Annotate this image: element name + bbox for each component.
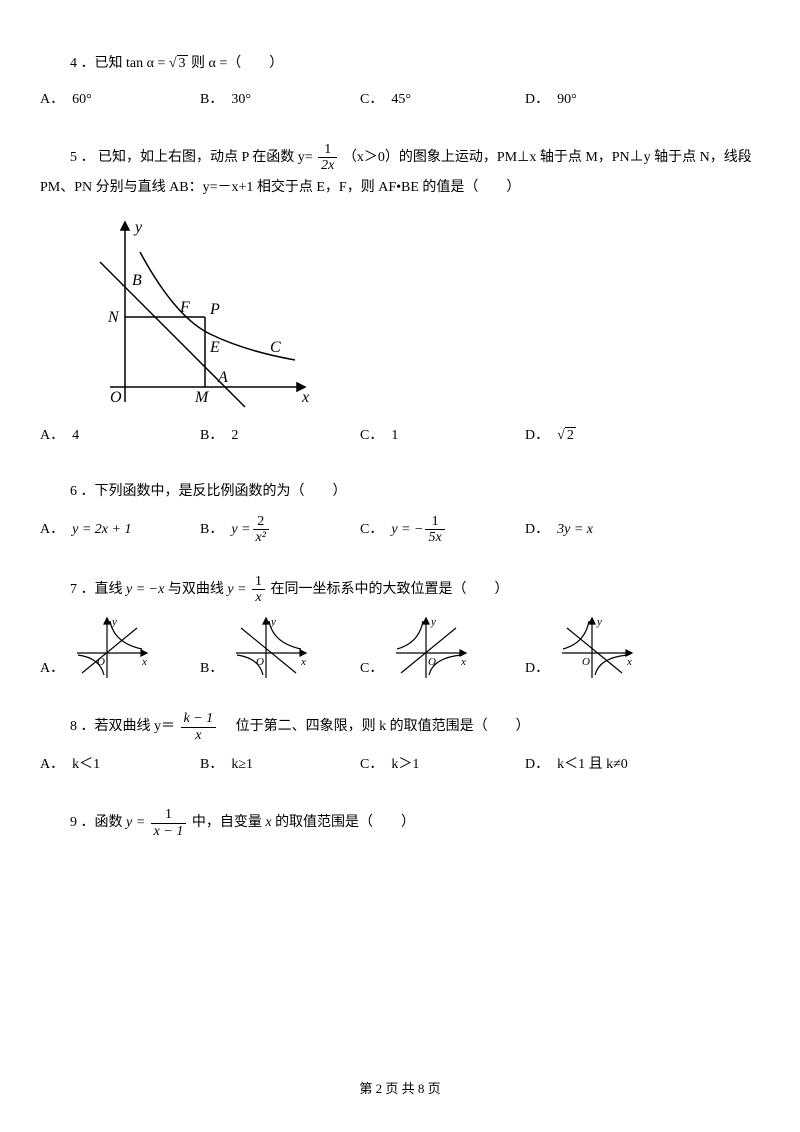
svg-text:O: O (256, 656, 264, 668)
lbl-O: O (110, 389, 122, 406)
q5-opt-d: D．2 (525, 422, 675, 450)
q5-opt-a: A．4 (40, 422, 200, 450)
lbl-N: N (107, 309, 120, 326)
q7-svg-c: y x O (391, 613, 471, 683)
q5-stem: 5 ． 已知，如上右图，动点 P 在函数 y= 12x （x＞0）的图象上运动，… (40, 142, 760, 174)
svg-text:x: x (300, 656, 306, 668)
q7-options: A． yxO B． (40, 613, 760, 683)
q4-opt-b: B．30° (200, 86, 360, 114)
svg-text:x: x (460, 656, 466, 668)
lbl-A: A (217, 369, 228, 386)
lbl-P: P (209, 301, 220, 318)
q8-opt-a: A．k＜1 (40, 751, 200, 779)
lbl-x: x (301, 389, 309, 406)
lbl-B: B (132, 272, 142, 289)
question-7: 7 ．直线 y = −x 与双曲线 y = 1x 在同一坐标系中的大致位置是（ … (40, 574, 760, 684)
q4-prefix: 4 ．已知 (70, 56, 123, 71)
lbl-E: E (209, 339, 220, 356)
lbl-M: M (194, 389, 210, 406)
q9-stem: 9 ．函数 y = 1x − 1 中，自变量 x 的取值范围是（ ） (40, 807, 760, 839)
svg-text:x: x (141, 656, 147, 668)
q7-opt-a: A． yxO (40, 613, 200, 683)
q5-opt-c: C．1 (360, 422, 525, 450)
q4-expr: tan α = 3 (126, 56, 188, 71)
q7-opt-d: D． yxO (525, 613, 675, 683)
q4-opt-a: A．60° (40, 86, 200, 114)
q8-opt-d: D．k＜1 且 k≠0 (525, 751, 675, 779)
q5-opt-b: B．2 (200, 422, 360, 450)
svg-text:y: y (270, 616, 276, 628)
svg-text:y: y (111, 616, 117, 628)
question-5: 5 ． 已知，如上右图，动点 P 在函数 y= 12x （x＞0）的图象上运动，… (40, 142, 760, 450)
svg-text:y: y (596, 616, 602, 628)
lbl-y: y (133, 219, 143, 236)
q5-line2: PM、PN 分别与直线 AB：y=－x+1 相交于点 E，F，则 AF•BE 的… (40, 174, 760, 202)
q4-stem: 4 ．已知 tan α = 3 则 α =（ ） (40, 50, 760, 78)
page-footer: 第 2 页 共 8 页 (0, 1078, 800, 1097)
svg-text:O: O (582, 656, 590, 668)
q8-opt-c: C．k＞1 (360, 751, 525, 779)
q8-opt-b: B．k≥1 (200, 751, 360, 779)
q6-opt-a: A．y = 2x + 1 (40, 514, 200, 546)
q6-opt-c: C．y = − 15x (360, 514, 525, 546)
q5-frac: 12x (318, 142, 337, 174)
q7-svg-b: y x O (231, 613, 311, 683)
q4-suffix: 则 α =（ ） (191, 56, 283, 71)
q6-opt-d: D．3y = x (525, 514, 675, 546)
svg-text:x: x (626, 656, 632, 668)
q7-stem: 7 ．直线 y = −x 与双曲线 y = 1x 在同一坐标系中的大致位置是（ … (40, 574, 760, 606)
q4-options: A．60° B．30° C．45° D．90° (40, 86, 760, 114)
lbl-C: C (270, 339, 281, 356)
q7-svg-a: y x O (72, 613, 152, 683)
q5-diagram: y x O B N F P E A M C (80, 212, 760, 412)
q4-opt-c: C．45° (360, 86, 525, 114)
q7-svg-d: y x O (557, 613, 637, 683)
q6-stem: 6 ．下列函数中，是反比例函数的为（ ） (40, 478, 760, 506)
q4-opt-d: D．90° (525, 86, 675, 114)
svg-text:O: O (428, 656, 436, 668)
q5-mid: （x＞0）的图象上运动，PM⊥x 轴于点 M，PN⊥y 轴于点 N，线段 (343, 150, 752, 165)
q5-options: A．4 B．2 C．1 D．2 (40, 422, 760, 450)
q5-svg: y x O B N F P E A M C (80, 212, 315, 412)
q6-opt-b: B．y = 2x² (200, 514, 360, 546)
svg-text:y: y (430, 616, 436, 628)
question-6: 6 ．下列函数中，是反比例函数的为（ ） A．y = 2x + 1 B．y = … (40, 478, 760, 546)
question-4: 4 ．已知 tan α = 3 则 α =（ ） A．60° B．30° C．4… (40, 50, 760, 114)
svg-text:O: O (97, 656, 105, 668)
lbl-F: F (179, 299, 190, 316)
q7-opt-c: C． yxO (360, 613, 525, 683)
question-8: 8 ．若双曲线 y＝ k − 1x 位于第二、四象限，则 k 的取值范围是（ ）… (40, 711, 760, 779)
question-9: 9 ．函数 y = 1x − 1 中，自变量 x 的取值范围是（ ） (40, 807, 760, 839)
page-body: 4 ．已知 tan α = 3 则 α =（ ） A．60° B．30° C．4… (0, 0, 800, 839)
q8-options: A．k＜1 B．k≥1 C．k＞1 D．k＜1 且 k≠0 (40, 751, 760, 779)
q5-prefix: 5 ． 已知，如上右图，动点 P 在函数 y= (70, 150, 313, 165)
q8-stem: 8 ．若双曲线 y＝ k − 1x 位于第二、四象限，则 k 的取值范围是（ ） (40, 711, 760, 743)
q7-opt-b: B． yxO (200, 613, 360, 683)
q6-options: A．y = 2x + 1 B．y = 2x² C．y = − 15x D．3y … (40, 514, 760, 546)
